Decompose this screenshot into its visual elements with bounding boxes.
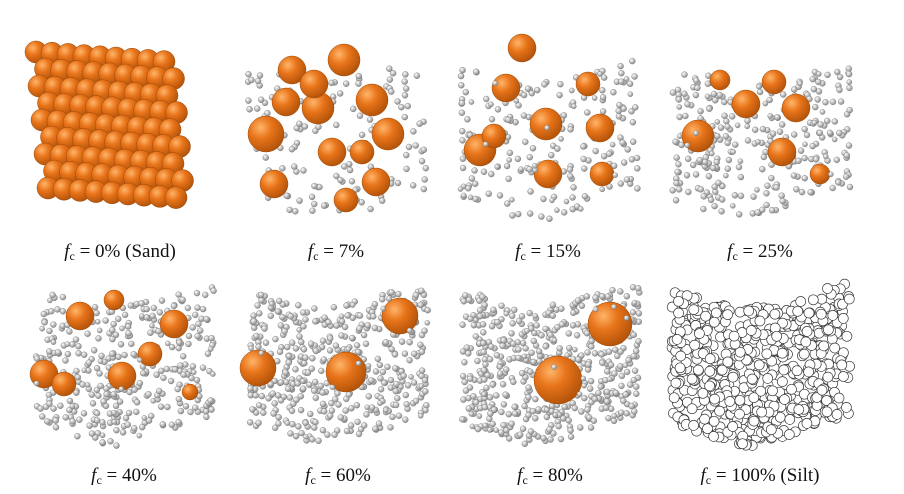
caption: fc = 40% [91, 465, 157, 487]
panel-fc-60: fc = 60% [228, 248, 448, 494]
caption: fc = 100% (Silt) [700, 465, 820, 487]
particle-assembly-image [457, 33, 641, 222]
particle-assembly-image [245, 43, 429, 215]
particle-assembly-image [239, 287, 431, 444]
caption: fc = 7% [307, 241, 365, 263]
caption: fc = 25% [727, 241, 793, 263]
panel-fc-40: fc = 40% [14, 248, 234, 494]
particle-assembly-image [29, 284, 217, 449]
particle-assembly-image [459, 284, 643, 447]
caption: fc = 0% (Sand) [64, 241, 176, 263]
caption: fc = 15% [515, 241, 581, 263]
panel-fc-100: fc = 100% (Silt) [650, 248, 870, 494]
panel-fc-7: fc = 7% [226, 24, 446, 270]
panel-fc-0: fc = 0% (Sand) [10, 24, 230, 270]
particle-assembly-image [669, 65, 854, 218]
panel-fc-25: fc = 25% [650, 24, 870, 270]
particle-assembly-image [666, 278, 855, 451]
panel-fc-15: fc = 15% [438, 24, 658, 270]
particle-assembly-image [24, 40, 194, 209]
caption: fc = 80% [517, 465, 583, 487]
caption: fc = 60% [305, 465, 371, 487]
panel-fc-80: fc = 80% [440, 248, 660, 494]
